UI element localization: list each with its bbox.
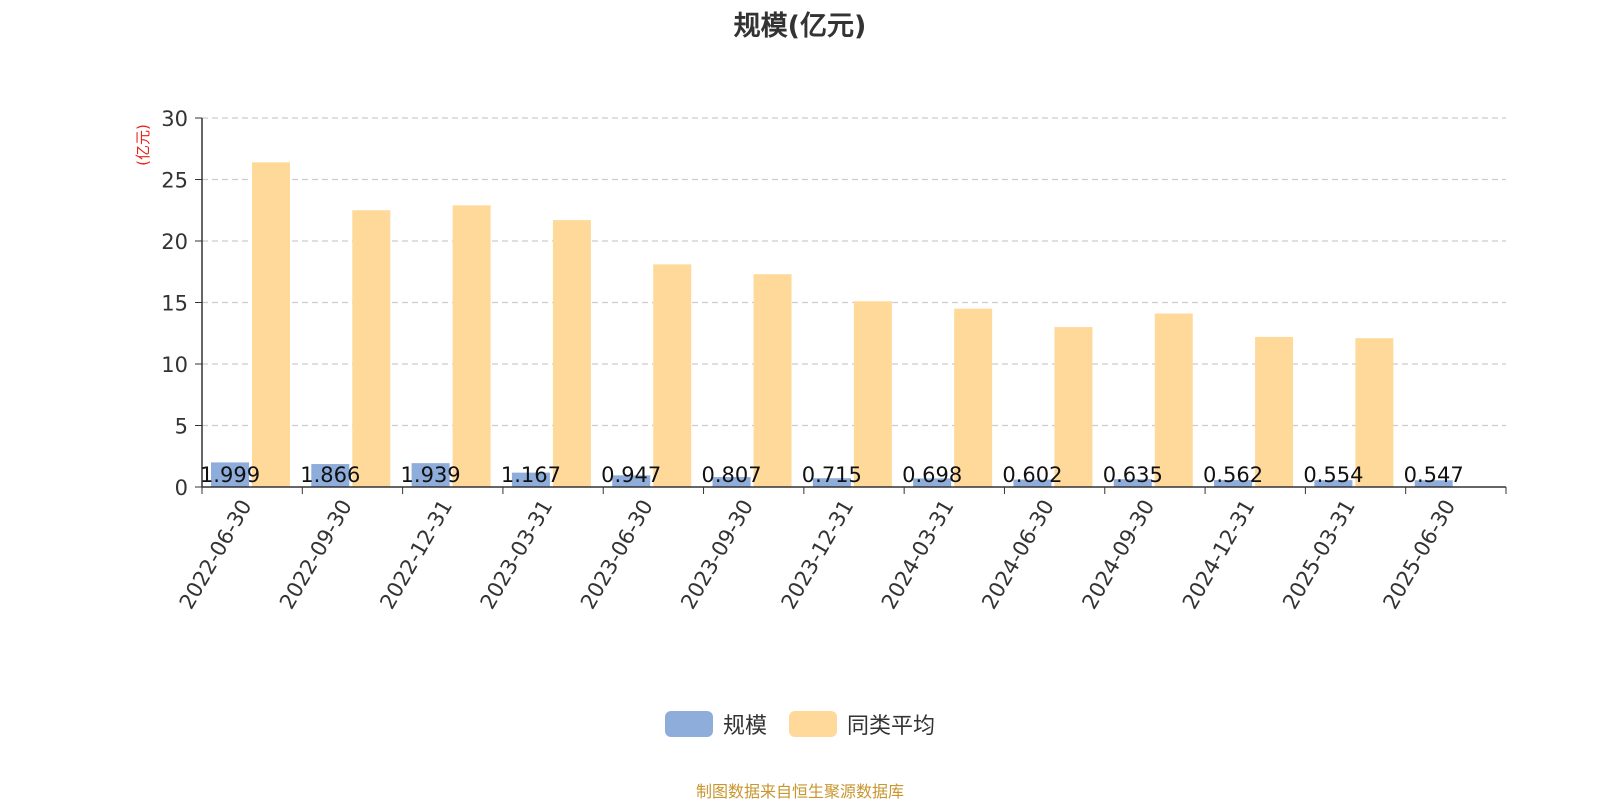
data-label-scale: 0.715 bbox=[802, 463, 862, 487]
data-label-scale: 0.602 bbox=[1002, 463, 1062, 487]
bar-peer-average bbox=[954, 308, 993, 487]
x-tick-label: 2022-12-31 bbox=[375, 496, 457, 614]
data-label-scale: 0.698 bbox=[902, 463, 962, 487]
y-tick-label: 25 bbox=[161, 169, 188, 193]
x-tick-label: 2024-06-30 bbox=[977, 496, 1059, 614]
x-tick-label: 2022-06-30 bbox=[175, 496, 257, 614]
bar-peer-average bbox=[1154, 313, 1193, 487]
y-tick-label: 20 bbox=[161, 230, 188, 254]
x-tick-label: 2024-09-30 bbox=[1077, 496, 1159, 614]
y-tick-label: 15 bbox=[161, 292, 188, 316]
bar-peer-average bbox=[552, 220, 591, 487]
data-label-scale: 1.939 bbox=[401, 463, 461, 487]
x-tick-label: 2025-06-30 bbox=[1378, 496, 1460, 614]
bar-scale bbox=[211, 462, 249, 487]
data-label-scale: 0.554 bbox=[1303, 463, 1363, 487]
data-label-scale: 0.562 bbox=[1203, 463, 1263, 487]
x-tick-label: 2023-09-30 bbox=[676, 496, 758, 614]
y-tick-label: 30 bbox=[161, 107, 188, 131]
data-label-scale: 0.947 bbox=[601, 463, 661, 487]
legend-label-scale: 规模 bbox=[722, 714, 767, 739]
bar-peer-average bbox=[452, 205, 491, 487]
bar-scale bbox=[1214, 480, 1253, 487]
bar-scale bbox=[812, 478, 851, 487]
x-tick-label: 2023-03-31 bbox=[476, 496, 558, 614]
bar-scale bbox=[1113, 479, 1152, 487]
bar-peer-average bbox=[352, 210, 391, 487]
legend-item-scale[interactable]: 规模 bbox=[664, 708, 767, 740]
bar-scale bbox=[1013, 479, 1052, 487]
bar-peer-average bbox=[653, 264, 692, 487]
data-labels: 1.999 1.866 1.939 1.167 0.947 0.807 0.715 0.698… bbox=[200, 463, 1464, 487]
data-label-scale: 0.547 bbox=[1404, 463, 1464, 487]
legend-item-peer-average[interactable]: 同类平均 bbox=[789, 708, 935, 740]
bar-peer-average bbox=[252, 162, 290, 487]
bar-peer-average bbox=[1255, 336, 1294, 487]
x-tick-label: 2025-03-31 bbox=[1278, 496, 1360, 614]
bars bbox=[211, 162, 1453, 487]
bar-scale bbox=[311, 464, 350, 487]
y-tick-label: 10 bbox=[161, 353, 188, 377]
bar-scale bbox=[1314, 480, 1353, 487]
legend: 规模 同类平均 bbox=[0, 708, 1600, 740]
x-tick-label: 2024-03-31 bbox=[877, 495, 959, 613]
y-tick-label: 5 bbox=[175, 415, 188, 439]
bar-scale bbox=[511, 472, 550, 487]
bar-scale bbox=[411, 463, 450, 487]
data-label-scale: 0.807 bbox=[701, 463, 761, 487]
y-axis-label: (亿元) bbox=[134, 124, 152, 166]
bar-scale bbox=[612, 475, 651, 487]
data-label-scale: 1.999 bbox=[200, 463, 260, 487]
bar-peer-average bbox=[1355, 338, 1394, 487]
data-label-scale: 0.635 bbox=[1103, 463, 1163, 487]
bar-scale bbox=[913, 478, 952, 487]
bar-peer-average bbox=[753, 274, 792, 487]
y-tick-label: 0 bbox=[175, 476, 188, 500]
bar-peer-average bbox=[853, 301, 892, 487]
chart-title: 规模(亿元) bbox=[733, 11, 867, 42]
x-tick-label: 2024-12-31 bbox=[1178, 496, 1260, 614]
source-note: 制图数据来自恒生聚源数据库 bbox=[695, 782, 904, 801]
bar-scale bbox=[1414, 480, 1453, 487]
data-label-scale: 1.167 bbox=[501, 463, 561, 487]
x-tick-label: 2022-09-30 bbox=[275, 496, 357, 614]
x-tick-label: 2023-12-31 bbox=[777, 496, 859, 614]
legend-swatch-scale bbox=[664, 711, 713, 737]
bar-scale bbox=[712, 477, 751, 487]
bar-peer-average bbox=[1054, 327, 1093, 487]
legend-swatch-peer-average bbox=[789, 711, 837, 737]
x-tick-label: 2023-06-30 bbox=[576, 496, 658, 614]
data-label-scale: 1.866 bbox=[300, 463, 360, 487]
legend-label-peer-average: 同类平均 bbox=[847, 714, 936, 739]
